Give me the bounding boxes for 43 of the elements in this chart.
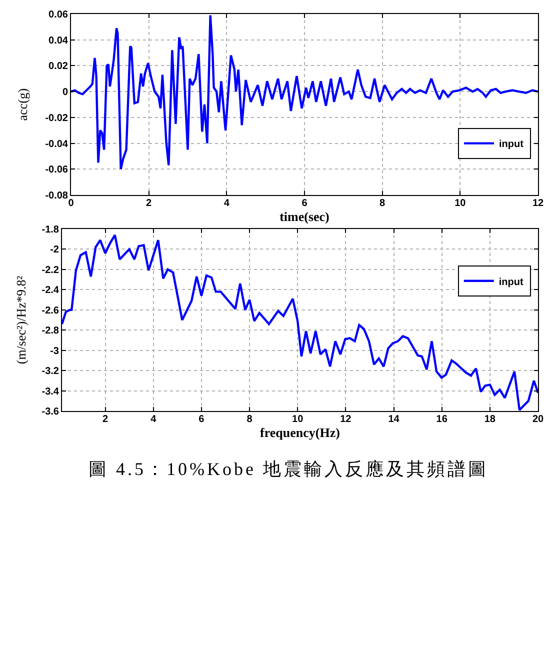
x-tick-label: 14	[388, 414, 400, 425]
x-tick-label: 2	[102, 414, 108, 425]
x-tick-label: 6	[198, 414, 205, 425]
y-tick-label: -2.6	[42, 305, 60, 316]
x-tick-label: 2	[146, 198, 152, 209]
y-tick-label: -3	[50, 346, 60, 357]
x-tick-label: 18	[484, 414, 496, 425]
x-tick-label: 12	[340, 414, 352, 425]
x-tick-label: 8	[380, 198, 386, 209]
y-tick-label: 0.04	[48, 35, 68, 46]
y-tick-label: -2.8	[42, 326, 60, 337]
line-series	[71, 14, 538, 170]
caption: 圖 4.5：10%Kobe 地震輸入反應及其頻譜圖	[88, 458, 488, 481]
y-tick-label: -2.4	[42, 285, 60, 296]
y-tick-label: 0.06	[48, 10, 68, 20]
y-tick-label: 0	[62, 87, 68, 98]
y-tick-label: -0.04	[45, 138, 68, 150]
y-tick-label: -0.08	[45, 190, 68, 202]
y-tick-label: -0.06	[45, 164, 68, 176]
y-tick-label: -2.2	[42, 264, 60, 276]
y-tick-label: -3.6	[42, 406, 60, 418]
x-tick-label: 6	[302, 198, 308, 209]
x-tick-label: 10	[454, 198, 466, 209]
x-axis-title: time(sec)	[280, 209, 330, 224]
y-tick-label: -3.4	[42, 386, 60, 398]
y-tick-label: -3.2	[42, 366, 60, 378]
x-tick-label: 12	[532, 198, 544, 209]
y-tick-label: 0.02	[48, 61, 68, 72]
x-tick-label: 16	[436, 414, 448, 425]
y-tick-label: -0.02	[45, 112, 68, 124]
x-tick-label: 20	[532, 414, 544, 425]
x-tick-label: 4	[150, 414, 157, 425]
x-axis-title: frequency(Hz)	[260, 425, 340, 440]
x-tick-label: 8	[246, 414, 253, 425]
x-tick-label: 4	[224, 198, 230, 209]
y-axis-title: (m/sec²)/Hz*9.8²	[14, 276, 29, 364]
y-axis-title: acc(g)	[15, 88, 30, 121]
x-tick-label: 10	[292, 414, 304, 425]
legend-label: input	[498, 139, 524, 150]
legend-label: input	[498, 276, 524, 288]
y-tick-label: -1.8	[42, 224, 60, 236]
line-series	[62, 234, 538, 411]
y-tick-label: -2	[50, 244, 60, 256]
